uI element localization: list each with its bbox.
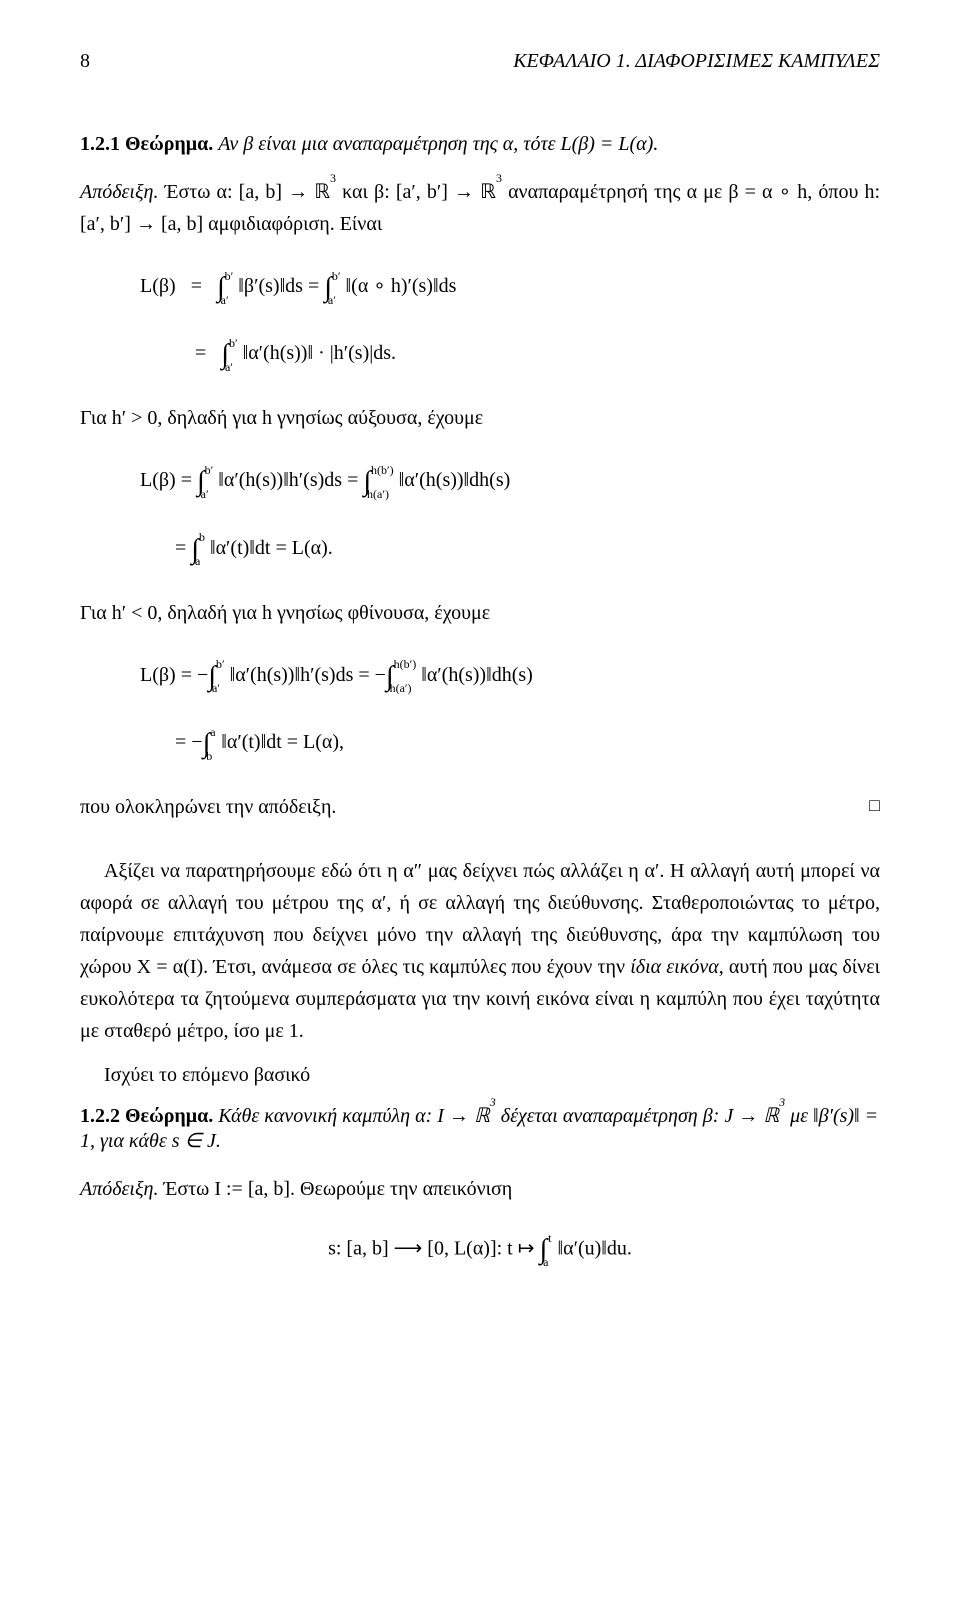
theorem-1-2-2: 1.2.2 Θεώρημα. Κάθε κανονική καμπύλη α: … <box>80 1103 880 1153</box>
eq2-line2: = ∫ba ‖α′(t)‖dt = L(α). <box>140 516 880 583</box>
page-header: 8 ΚΕΦΑΛΑΙΟ 1. ΔΙΑΦΟΡΙΣΙΜΕΣ ΚΑΜΠΥΛΕΣ <box>80 50 880 73</box>
spacer <box>80 835 880 855</box>
proof-label: Απόδειξη. <box>80 181 158 203</box>
proof-end-text: που ολοκληρώνει την απόδειξη. <box>80 796 336 818</box>
theorem-statement: Αν β είναι μια αναπαραμέτρηση της α, τότ… <box>218 133 658 155</box>
page-number: 8 <box>80 50 90 73</box>
para-2: Για h′ > 0, δηλαδή για h γνησίως αύξουσα… <box>80 402 880 434</box>
eq2-line1: L(β) = ∫b′a′ ‖α′(h(s))‖h′(s)ds = ∫h(b′)h… <box>140 448 880 515</box>
para-4: Αξίζει να παρατηρήσουμε εδώ ότι η α″ μας… <box>80 855 880 1047</box>
proof-1-text: Έστω α: [a, b] → ℝ3 και β: [a′, b′] → ℝ3… <box>80 181 880 235</box>
eq1-line2: = ∫b′a′ ‖α′(h(s))‖ · |h′(s)|ds. <box>140 321 880 388</box>
proof-end: που ολοκληρώνει την απόδειξη. □ <box>80 791 880 823</box>
equation-3: L(β) = −∫b′a′ ‖α′(h(s))‖h′(s)ds = −∫h(b′… <box>140 643 880 777</box>
para-5: Ισχύει το επόμενο βασικό <box>80 1059 880 1091</box>
theorem-number: 1.2.1 Θεώρημα. <box>80 133 213 155</box>
equation-1: L(β) = ∫b′a′ ‖β′(s)‖ds = ∫b′a′ ‖(α ∘ h)′… <box>140 254 880 388</box>
eq1-line1: L(β) = ∫b′a′ ‖β′(s)‖ds = ∫b′a′ ‖(α ∘ h)′… <box>140 254 880 321</box>
eq3-line2: = −∫ab ‖α′(t)‖dt = L(α), <box>140 710 880 777</box>
equation-4: s: [a, b] ⟶ [0, L(α)]: t ↦ ∫ta ‖α′(u)‖du… <box>80 1219 880 1281</box>
proof-2-text: Έστω I := [a, b]. Θεωρούμε την απεικόνισ… <box>163 1178 512 1200</box>
para-3: Για h′ < 0, δηλαδή για h γνησίως φθίνουσ… <box>80 597 880 629</box>
proof-label-2: Απόδειξη. <box>80 1178 158 1200</box>
page-container: 8 ΚΕΦΑΛΑΙΟ 1. ΔΙΑΦΟΡΙΣΙΜΕΣ ΚΑΜΠΥΛΕΣ 1.2.… <box>0 0 960 1355</box>
equation-2: L(β) = ∫b′a′ ‖α′(h(s))‖h′(s)ds = ∫h(b′)h… <box>140 448 880 582</box>
theorem-number-2: 1.2.2 Θεώρημα. <box>80 1105 213 1127</box>
theorem-1-2-1: 1.2.1 Θεώρημα. Αν β είναι μια αναπαραμέτ… <box>80 133 880 156</box>
qed-symbol: □ <box>869 791 880 820</box>
chapter-title: ΚΕΦΑΛΑΙΟ 1. ΔΙΑΦΟΡΙΣΙΜΕΣ ΚΑΜΠΥΛΕΣ <box>513 50 880 73</box>
proof-2-intro: Απόδειξη. Έστω I := [a, b]. Θεωρούμε την… <box>80 1173 880 1205</box>
eq3-line1: L(β) = −∫b′a′ ‖α′(h(s))‖h′(s)ds = −∫h(b′… <box>140 643 880 710</box>
proof-1-intro: Απόδειξη. Έστω α: [a, b] → ℝ3 και β: [a′… <box>80 176 880 240</box>
